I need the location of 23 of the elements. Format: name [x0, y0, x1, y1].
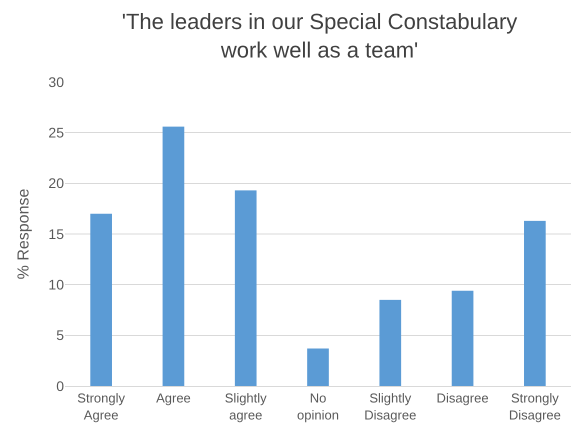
- y-tick-label: 5: [56, 327, 64, 344]
- bar: [524, 220, 546, 386]
- chart-title: 'The leaders in our Special Constabulary work well as a team': [122, 8, 518, 63]
- x-tick-label: Disagree: [436, 390, 489, 406]
- y-tick-label: 30: [48, 74, 64, 90]
- x-tick-label: Strongly Disagree: [508, 390, 561, 422]
- y-tick-label: 25: [48, 124, 64, 141]
- y-tick-label: 15: [48, 226, 64, 242]
- bar: [452, 290, 474, 386]
- x-tick-label: Strongly Agree: [77, 390, 126, 422]
- y-tick-label: 0: [56, 378, 64, 394]
- bar: [379, 300, 402, 386]
- bar: [162, 126, 184, 386]
- x-tick-label: No opinion: [297, 390, 339, 422]
- x-tick-label: Slightly agree: [224, 390, 268, 422]
- bar: [90, 214, 112, 386]
- y-axis-title: % Response: [15, 188, 32, 280]
- x-tick-label: Agree: [156, 390, 191, 406]
- y-tick-label: 10: [48, 276, 64, 293]
- x-tick-label: Slightly Disagree: [364, 390, 416, 422]
- bar: [307, 348, 329, 386]
- y-tick-label: 20: [48, 175, 64, 192]
- bar: [234, 190, 257, 386]
